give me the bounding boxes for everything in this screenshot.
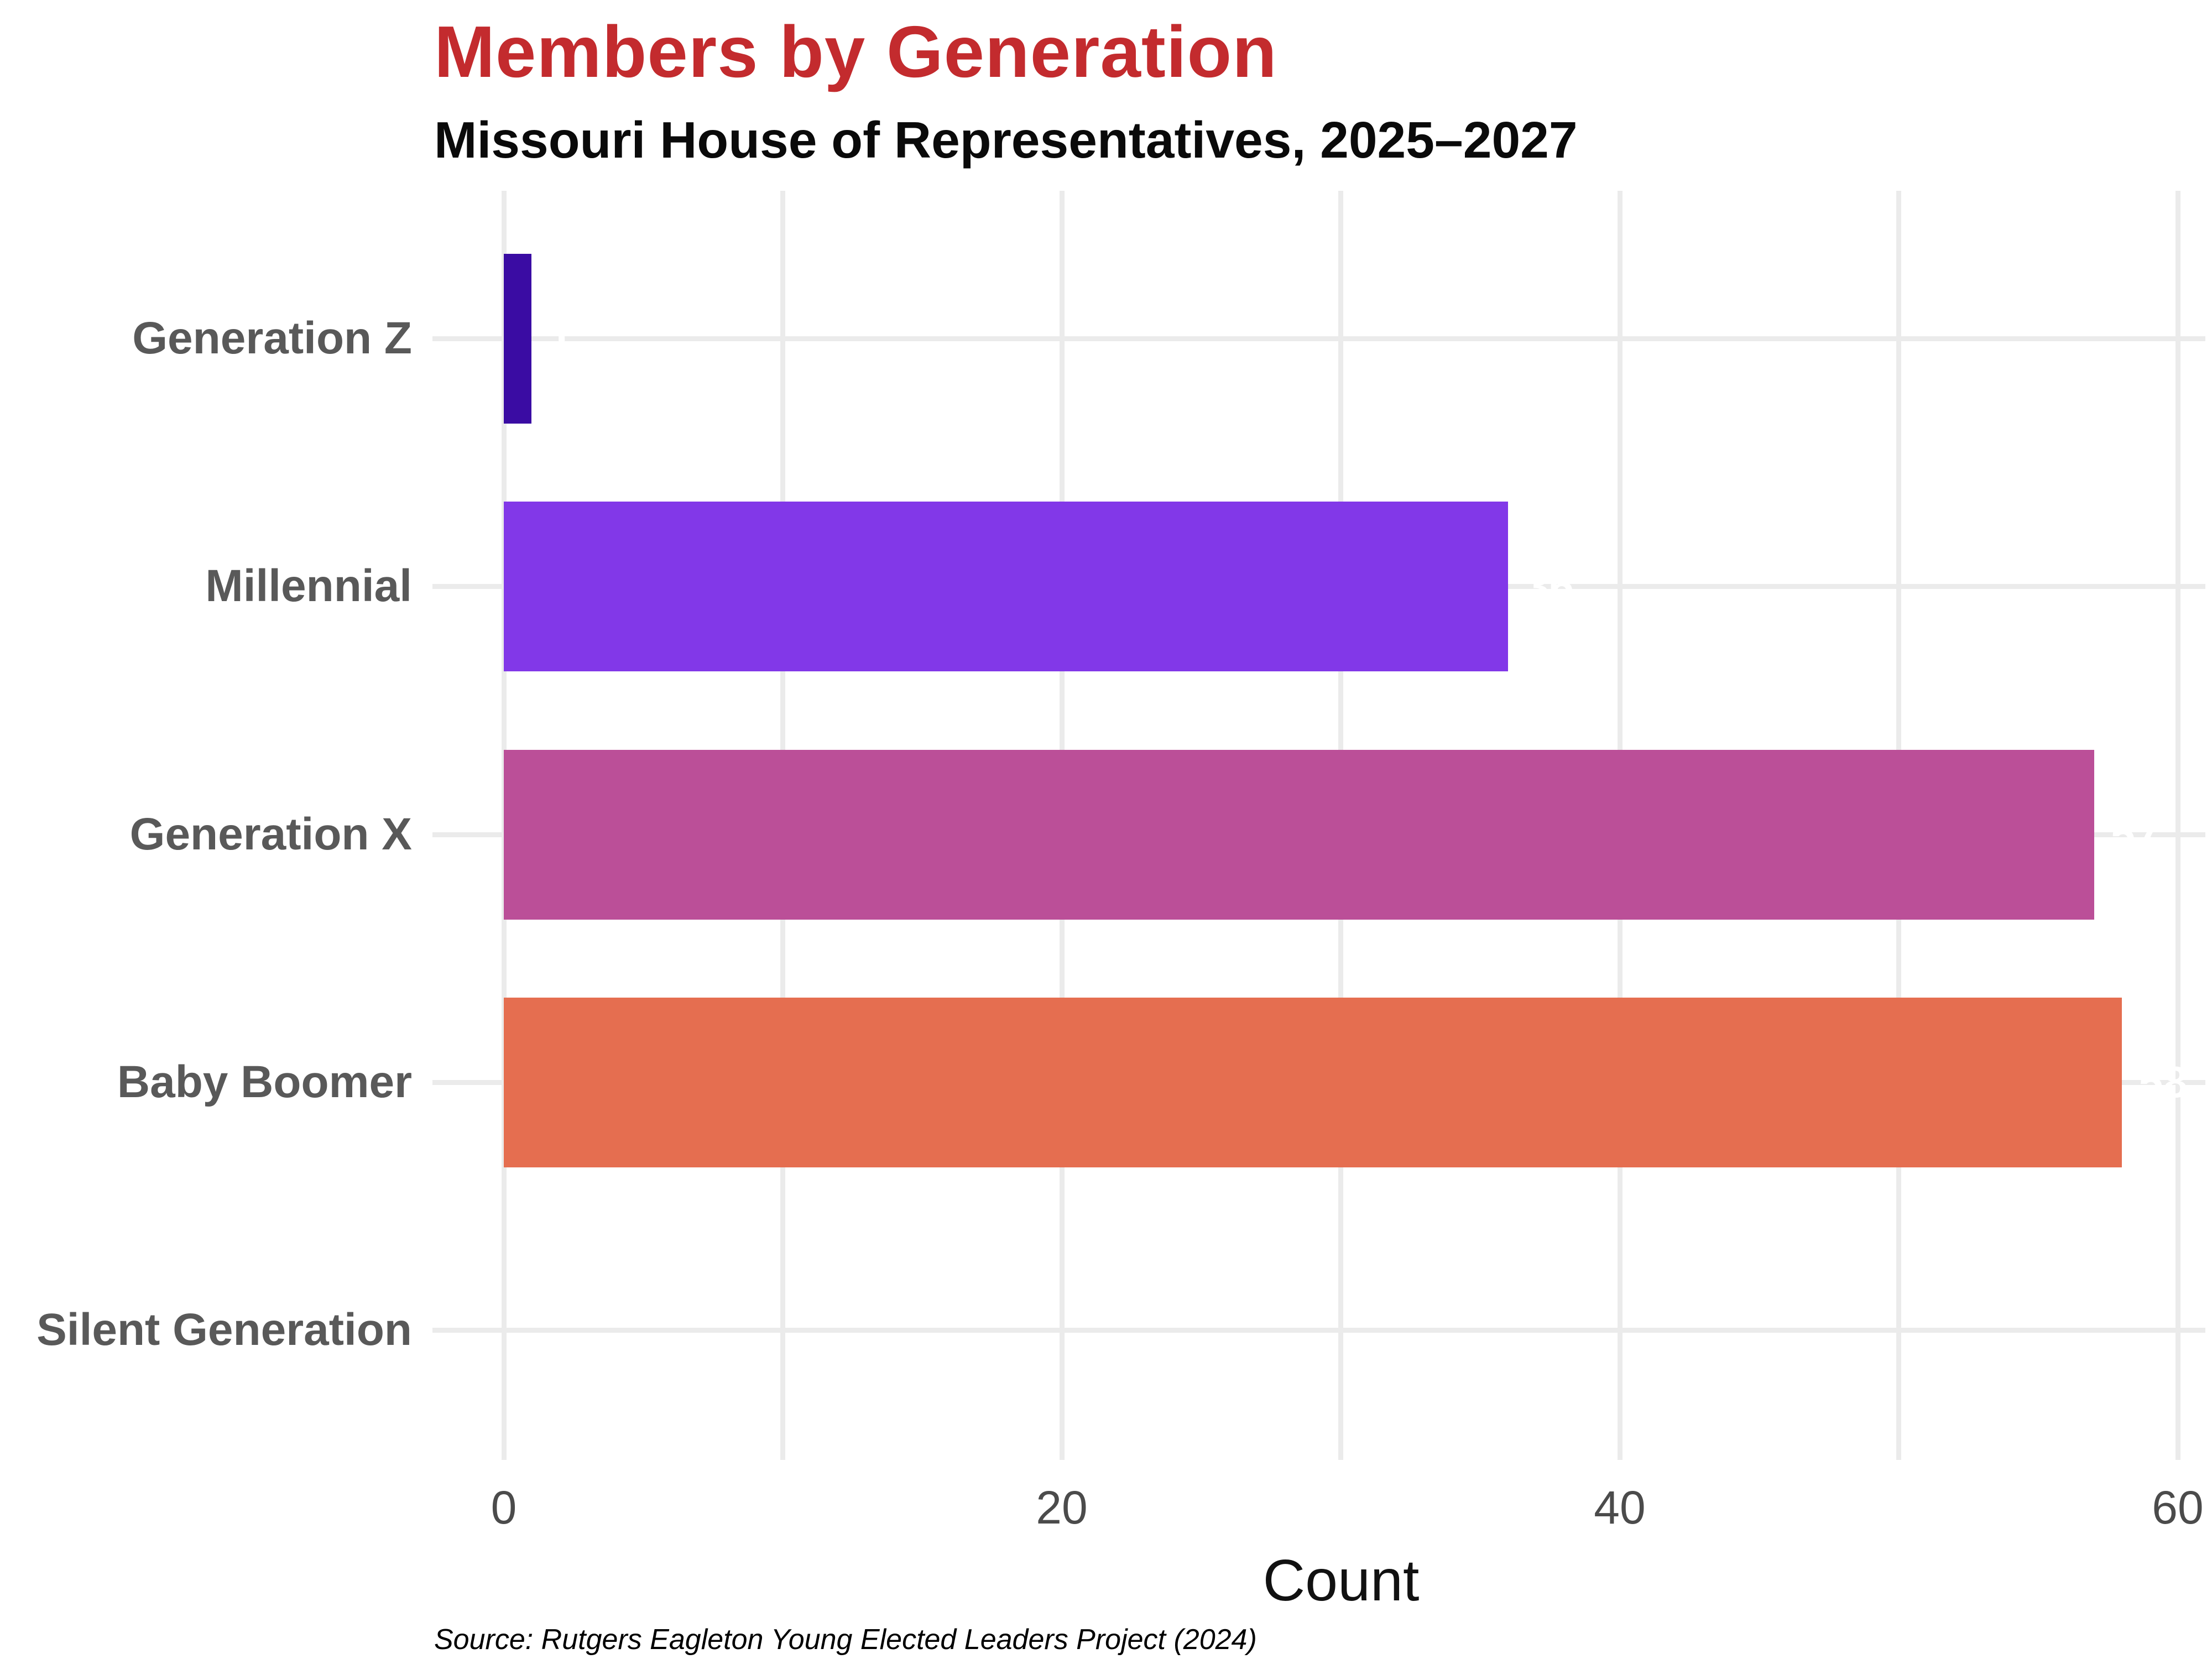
x-tick-label-60: 60 — [2152, 1481, 2204, 1533]
chart-subtitle: Missouri House of Representatives, 2025–… — [434, 111, 1578, 169]
x-axis-title: Count — [1262, 1548, 1420, 1613]
y-axis-label-silent-generation: Silent Generation — [36, 1305, 412, 1355]
bar-value-label: 36 — [1525, 561, 1574, 611]
bar-value-label: 58 — [2138, 1057, 2188, 1107]
y-axis-label-baby-boomer: Baby Boomer — [117, 1057, 412, 1107]
bar-millennial — [504, 501, 1509, 671]
category-guide-line — [432, 1327, 2205, 1333]
bar-generation-z — [504, 253, 532, 424]
y-axis-label-millennial: Millennial — [205, 561, 412, 611]
bar-baby-boomer — [504, 997, 2122, 1167]
bar-value-label: 1 — [548, 314, 573, 363]
x-tick-label-40: 40 — [1594, 1481, 1646, 1533]
x-gridline-60 — [2175, 191, 2180, 1460]
y-axis-label-generation-z: Generation Z — [132, 313, 412, 363]
category-guide-line — [432, 336, 2205, 341]
y-axis-label-generation-x: Generation X — [129, 809, 412, 859]
bar-value-label: 57 — [2110, 810, 2160, 859]
x-tick-label-0: 0 — [491, 1481, 517, 1533]
source-note: Source: Rutgers Eagleton Young Elected L… — [434, 1624, 1257, 1656]
bar-generation-x — [504, 749, 2094, 920]
x-tick-label-20: 20 — [1036, 1481, 1088, 1533]
chart-title: Members by Generation — [434, 11, 1277, 92]
